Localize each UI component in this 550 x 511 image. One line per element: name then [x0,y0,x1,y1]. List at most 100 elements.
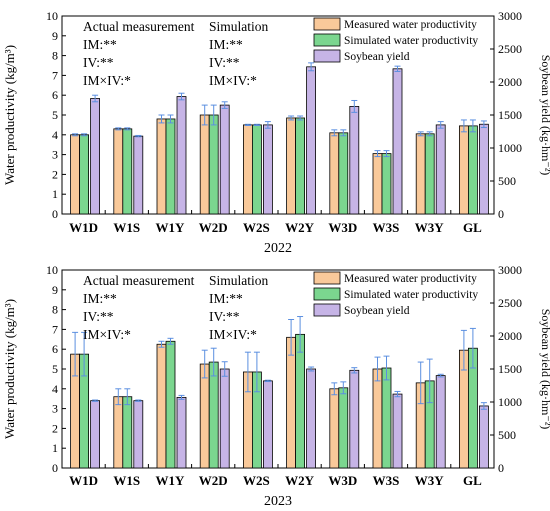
y2-tick-label: 2000 [498,329,522,343]
error-bar [383,150,390,158]
y-tick-label: 8 [52,49,58,63]
yield-bar [435,375,446,469]
annotation-line: IM:** [83,291,117,306]
measured-bar [286,336,297,469]
error-bar [417,361,424,405]
y2-tick-label: 1500 [498,108,522,122]
legend-label: Measured water productivity [344,19,477,31]
error-bar [124,127,131,131]
simulated-bar [381,153,392,215]
yield-bar [306,66,317,215]
simulated-bar [165,118,176,215]
measured-bar [372,153,383,215]
error-bar [437,121,444,129]
chart-panel-2022: 0 1 2 3 4 5 6 7 8 9 10 0 500 1000 1500 2000 2500 3000 Wate… [2,9,550,256]
category-label: W1S [113,473,140,488]
error-bar [92,94,99,103]
simulated-bar [338,387,349,469]
annotation-simulation: Simulation IM:** IV:** IM×IV:* [209,19,269,88]
y-tick-label: 10 [46,263,58,277]
y-tick-label: 8 [52,303,58,317]
y-tick-label: 1 [52,187,58,201]
y-tick-label: 1 [52,441,58,455]
error-bar [201,104,208,126]
y2-tick-label: 1500 [498,362,522,376]
y-tick-label: 5 [52,108,58,122]
annotation-line: IM×IV:* [209,73,257,88]
yield-bar [262,124,273,215]
annotation-simulation: Simulation IM:** IV:** IM×IV:* [209,273,269,342]
error-bar [135,399,142,402]
category-label: GL [463,473,482,488]
legend: Measured water productivity Simulated wat… [313,271,478,317]
annotation-line: IM:** [83,37,117,52]
error-bar [460,119,467,133]
y-tick-label: 7 [52,68,58,82]
measured-bar [372,368,383,469]
simulated-bar [122,396,133,469]
category-label: W3S [373,473,400,488]
error-bar [417,131,424,137]
legend-swatch [313,49,341,63]
legend-label: Simulated water productivity [344,35,478,47]
category-label: W2Y [285,220,315,235]
y-tick-label: 10 [46,9,58,23]
panel-title: 2022 [264,241,292,256]
measured-bar [70,134,80,215]
y2-axis-label: Soybean yield (kg·hm⁻²) [539,55,550,176]
yield-bar [349,106,360,215]
y-tick-label: 2 [52,421,58,435]
category-label: W2S [243,220,270,235]
annotation-line: IM:** [209,37,243,52]
yield-bar [392,68,403,215]
error-bar [72,133,79,137]
error-bar [158,114,165,124]
y-tick-label: 4 [52,382,58,396]
y2-tick-label: 0 [498,461,504,475]
error-bar [374,356,381,382]
error-bar [210,104,217,126]
error-bar [340,129,347,137]
y-tick-label: 9 [52,29,58,43]
category-label: GL [463,220,482,235]
yield-bar [90,98,100,215]
error-bar [264,121,271,129]
simulated-bar [122,128,133,215]
error-bar [178,394,185,400]
error-bar [460,329,467,371]
measured-bar [199,114,210,215]
error-bar [331,129,338,137]
y2-tick-label: 3000 [498,263,522,277]
error-bar [437,373,444,378]
error-bar [81,133,88,137]
legend-label: Soybean yield [344,51,410,63]
category-label: W1D [69,220,98,235]
yield-bar [133,400,144,469]
error-bar [201,349,208,379]
category-label: W3Y [415,220,445,235]
category-label: W2S [243,473,270,488]
error-bar [135,134,142,138]
chart-panel-2023: 0 1 2 3 4 5 6 7 8 9 10 0 500 1000 1500 2000 2500 3000 Wate… [2,263,550,509]
annotation-actual: Actual measurement IM:** IV:** IM×IV:* [83,273,195,342]
yield-bar [90,400,100,469]
legend-swatch [313,287,341,301]
error-bar [351,99,358,113]
yield-bar [435,124,446,215]
annotation-line: IV:** [83,55,114,70]
simulated-bar [79,134,89,215]
y2-tick-label: 2500 [498,42,522,56]
legend-swatch [313,33,341,47]
error-bar [253,123,260,126]
y-axis-label: Water productivity (kg/m³) [2,299,17,439]
error-bar [394,390,401,398]
yield-bar [478,123,489,215]
annotation-line: IM×IV:* [83,327,131,342]
annotation-title: Actual measurement [83,19,195,34]
error-bar [426,358,433,404]
error-bar [158,340,165,348]
category-label: W3S [373,220,400,235]
yield-bar [392,393,403,469]
error-bar [124,388,131,406]
y-tick-label: 5 [52,362,58,376]
